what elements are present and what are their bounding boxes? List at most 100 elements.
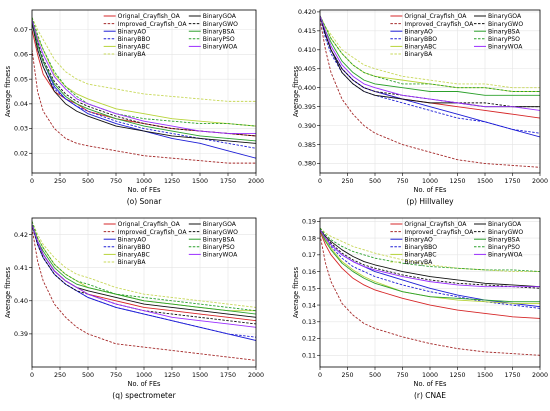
- y-tick-label: 0.410: [298, 47, 316, 54]
- series-group: [320, 227, 540, 356]
- x-tick-label: 1250: [449, 372, 465, 379]
- series-line-binaryba: [320, 15, 540, 89]
- x-tick-label: 0: [30, 372, 34, 379]
- x-tick-label: 1250: [449, 178, 465, 185]
- chart-panel-2: 0 250 500 750 1000 1250 1500 1750 2000 0.380 0.385…: [292, 9, 548, 206]
- y-axis-label: Average fitness: [4, 65, 12, 117]
- series-line-binarygoa: [320, 229, 540, 288]
- x-tick-label: 1500: [192, 372, 208, 379]
- chart-panel-4: 0 250 500 750 1000 1250 1500 1750 2000 0.11 0.12 0.…: [292, 217, 548, 400]
- y-axis-label: Average fitness: [292, 65, 300, 117]
- y-tick-label: 0.405: [298, 66, 316, 73]
- series-line-improved-crayfish-oa: [320, 19, 540, 168]
- legend-entry-binaryao: BinaryAO: [118, 28, 147, 35]
- x-tick-label: 1750: [504, 372, 520, 379]
- panel-caption: (p) Hillvalley: [406, 197, 454, 206]
- series-line-binarybsa: [32, 224, 256, 315]
- legend-entry-binarywoa: BinaryWOA: [203, 252, 238, 259]
- legend-entry-binarywoa: BinaryWOA: [488, 44, 523, 51]
- legend-entry-binaryba: BinaryBA: [404, 51, 433, 58]
- x-tick-label: 750: [396, 372, 408, 379]
- series-line-binaryba: [32, 221, 256, 308]
- x-tick-label: 1500: [192, 178, 208, 185]
- legend-entry-binarygwo: BinaryGWO: [488, 229, 523, 236]
- series-line-binarygwo: [32, 224, 256, 325]
- y-tick-label: 0.13: [302, 319, 316, 326]
- x-tick-label: 1750: [220, 178, 236, 185]
- legend-entry-binarypso: BinaryPSO: [203, 244, 235, 251]
- series-line-binarygoa: [32, 22, 256, 144]
- x-tick-label: 500: [369, 178, 381, 185]
- y-tick-label: 0.11: [302, 352, 316, 359]
- x-tick-label: 500: [82, 372, 94, 379]
- series-line-improved-crayfish-oa: [320, 234, 540, 356]
- x-axis-label: No. of FEs: [128, 380, 161, 388]
- y-tick-label: 0.03: [14, 126, 28, 133]
- legend-entry-binarypso: BinaryPSO: [203, 36, 235, 43]
- y-tick-label: 0.18: [302, 235, 316, 242]
- y-axis-label: Average fitness: [4, 266, 12, 318]
- x-tick-label: 1750: [220, 372, 236, 379]
- series-line-binarywoa: [320, 229, 540, 288]
- series-line-orignal-crayfish-oa: [320, 231, 540, 319]
- panel-caption: (q) spectrometer: [112, 391, 176, 400]
- legend-entry-binaryabc: BinaryABC: [118, 252, 150, 259]
- x-axis-label: No. of FEs: [414, 186, 447, 194]
- y-tick-label: 0.17: [302, 252, 316, 259]
- x-tick-label: 1250: [164, 178, 180, 185]
- legend: Orignal_Crayfish_OAImproved_Crayfish_OAB…: [103, 13, 238, 58]
- x-tick-label: 1250: [164, 372, 180, 379]
- legend-entry-binarybbo: BinaryBBO: [404, 244, 437, 251]
- legend: Orignal_Crayfish_OAImproved_Crayfish_OAB…: [390, 13, 523, 58]
- chart-panel-3: 0 250 500 750 1000 1250 1500 1750 2000 0.39 0.40 0.…: [4, 217, 264, 400]
- legend-entry-binarygoa: BinaryGOA: [488, 13, 522, 20]
- legend-entry-binaryabc: BinaryABC: [404, 44, 436, 51]
- panel-caption: (r) CNAE: [414, 391, 446, 400]
- y-tick-label: 0.14: [302, 302, 316, 309]
- x-tick-label: 500: [369, 372, 381, 379]
- x-tick-label: 250: [54, 178, 66, 185]
- series-group: [32, 221, 256, 361]
- chart-panel-1: 0 250 500 750 1000 1250 1500 1750 2000 0.02 0.03 0.…: [4, 9, 264, 206]
- series-group: [320, 15, 540, 168]
- y-tick-label: 0.15: [302, 286, 316, 293]
- legend-entry-orignal-crayfish-oa: Orignal_Crayfish_OA: [118, 221, 181, 228]
- legend-entry-binaryba: BinaryBA: [404, 259, 433, 266]
- x-tick-label: 250: [54, 372, 66, 379]
- legend-entry-binarygoa: BinaryGOA: [488, 221, 522, 228]
- series-line-binarypso: [320, 227, 540, 273]
- y-tick-label: 0.04: [14, 101, 28, 108]
- legend-entry-improved-crayfish-oa: Improved_Crayfish_OA: [118, 21, 188, 28]
- y-tick-label: 0.420: [298, 9, 316, 16]
- x-tick-label: 750: [110, 178, 122, 185]
- legend-entry-binaryba: BinaryBA: [118, 259, 147, 266]
- legend-entry-binaryabc: BinaryABC: [404, 252, 436, 259]
- x-axis-label: No. of FEs: [414, 380, 447, 388]
- legend: Orignal_Crayfish_OAImproved_Crayfish_OAB…: [103, 221, 238, 266]
- series-line-binaryba: [320, 227, 540, 273]
- y-tick-label: 0.380: [298, 161, 316, 168]
- y-tick-label: 0.42: [14, 232, 28, 239]
- legend-entry-binarywoa: BinaryWOA: [488, 252, 523, 259]
- y-tick-label: 0.41: [14, 265, 28, 272]
- series-line-binarygwo: [320, 15, 540, 108]
- legend-entry-binarypso: BinaryPSO: [488, 244, 520, 251]
- x-tick-label: 500: [82, 178, 94, 185]
- legend-entry-binarybbo: BinaryBBO: [404, 36, 437, 43]
- series-line-binarybbo: [32, 224, 256, 338]
- series-line-binarypso: [32, 221, 256, 312]
- x-tick-label: 2000: [248, 372, 264, 379]
- legend-entry-binarygoa: BinaryGOA: [203, 221, 237, 228]
- legend-entry-improved-crayfish-oa: Improved_Crayfish_OA: [404, 229, 474, 236]
- y-tick-label: 0.39: [14, 331, 28, 338]
- y-tick-label: 0.02: [14, 150, 28, 157]
- y-tick-label: 0.07: [14, 27, 28, 34]
- x-tick-label: 2000: [248, 178, 264, 185]
- legend-entry-binarybsa: BinaryBSA: [203, 236, 236, 243]
- series-line-binarypso: [320, 15, 540, 92]
- x-tick-label: 0: [318, 178, 322, 185]
- legend-entry-improved-crayfish-oa: Improved_Crayfish_OA: [404, 21, 474, 28]
- legend-entry-orignal-crayfish-oa: Orignal_Crayfish_OA: [404, 221, 467, 228]
